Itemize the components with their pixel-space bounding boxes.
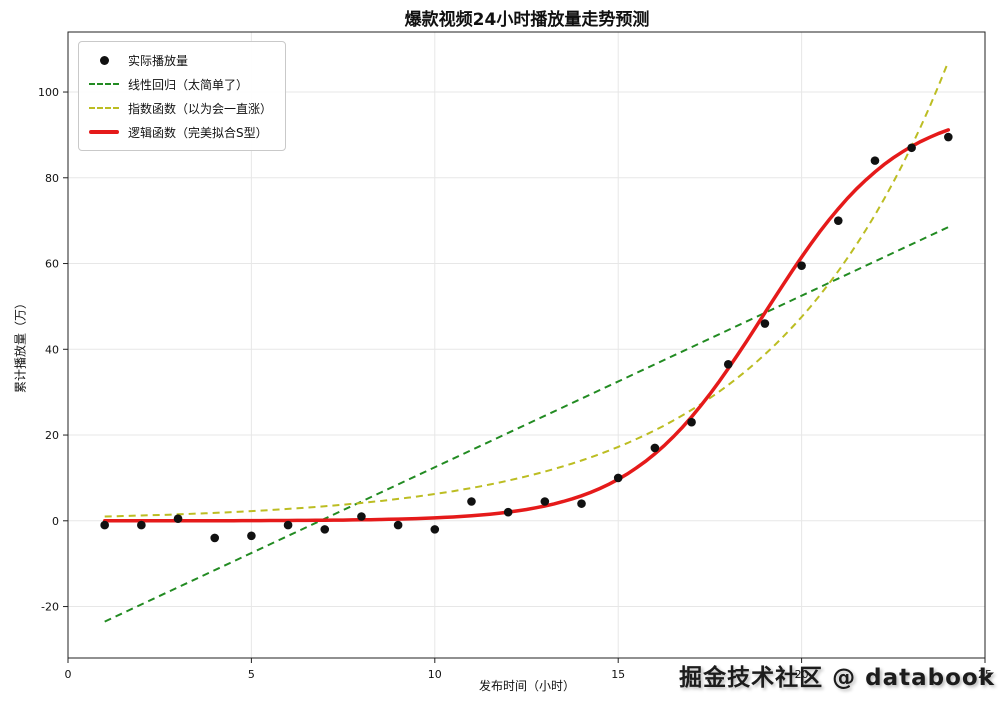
x-axis-label: 发布时间（小时） [478, 679, 576, 693]
legend-item-linear: 线性回归（太简单了） [87, 72, 275, 96]
y-tick-label: 60 [45, 258, 59, 271]
legend-item-logistic: 逻辑函数（完美拟合S型） [87, 120, 275, 144]
legend-label: 逻辑函数（完美拟合S型） [128, 125, 268, 140]
y-tick-label: -20 [41, 601, 59, 614]
plot-frame [67, 31, 986, 659]
legend-item-exponential: 指数函数（以为会一直涨） [87, 96, 275, 120]
watermark: 掘金技术社区 @ databook [679, 665, 995, 691]
legend-label: 线性回归（太简单了） [128, 77, 249, 92]
x-tick-label: 15 [611, 668, 625, 681]
y-tick-label: 0 [52, 515, 59, 528]
legend-swatch-2 [89, 107, 119, 109]
dashed-line-icon [87, 107, 121, 109]
y-tick-label: 40 [45, 343, 59, 356]
legend-label: 指数函数（以为会一直涨） [128, 101, 273, 116]
scatter-actual [100, 132, 953, 543]
legend-swatch-3 [89, 130, 119, 134]
axis-ticks [63, 91, 986, 663]
logistic-fit-line [102, 128, 951, 523]
y-tick-label: 100 [38, 86, 59, 99]
dashed-line-icon [87, 83, 121, 85]
legend-label: 实际播放量 [128, 53, 189, 68]
legend-item-actual: 实际播放量 [87, 48, 275, 72]
legend-swatch-1 [89, 83, 119, 85]
legend-swatch-0 [99, 55, 109, 65]
x-tick-label: 0 [65, 668, 72, 681]
y-axis-label: 累计播放量（万） [13, 296, 28, 394]
y-tick-label: 80 [45, 172, 59, 185]
chart-title: 爆款视频24小时播放量走势预测 [404, 10, 650, 30]
x-tick-label: 5 [248, 668, 255, 681]
legend: 实际播放量 线性回归（太简单了） 指数函数（以为会一直涨） 逻辑函数（完美拟合S… [78, 41, 286, 151]
scatter-marker-icon [87, 55, 121, 65]
exponential-fit-line [104, 61, 950, 518]
linear-fit-line [104, 226, 949, 623]
y-tick-label: 20 [45, 429, 59, 442]
x-tick-label: 25 [978, 668, 992, 681]
x-tick-label: 20 [795, 668, 809, 681]
solid-line-icon [87, 130, 121, 134]
x-tick-label: 10 [428, 668, 442, 681]
